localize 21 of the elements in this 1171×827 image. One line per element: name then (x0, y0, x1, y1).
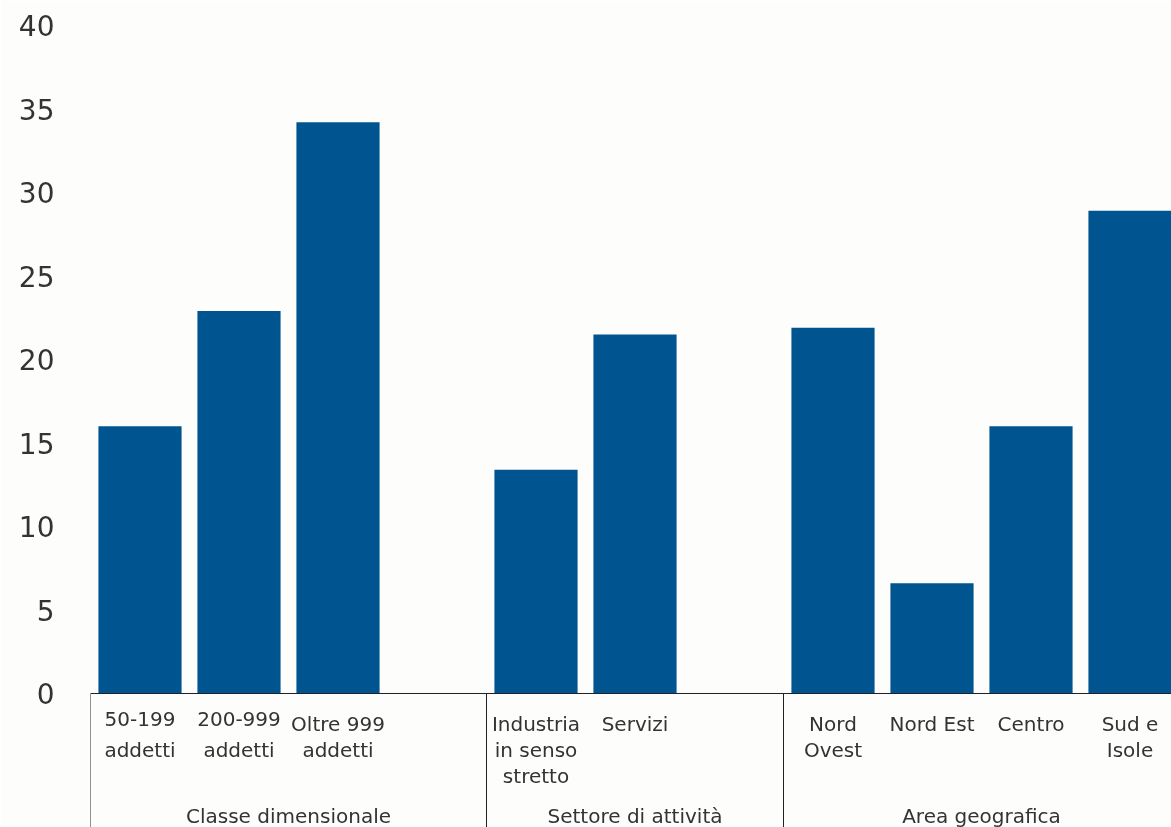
y-tick-label: 15 (18, 427, 55, 461)
x-tick-label: Industria in senso stretto (491, 711, 581, 788)
x-tick-label: Nord Ovest (803, 711, 863, 762)
y-tick-label: 25 (18, 260, 55, 294)
y-tick-label: 10 (18, 511, 55, 544)
y-tick-label: 5 (36, 594, 55, 628)
x-tick-label: Centro (997, 711, 1065, 736)
text: Area geografica (902, 803, 1061, 827)
x-tick-label: 200-999 addetti (197, 706, 281, 762)
x-tick-label: Servizi (601, 711, 669, 736)
x-tick-label: 50-199 addetti (104, 706, 176, 762)
y-tick-label: 40 (18, 10, 55, 43)
text: Settore di attività (547, 803, 723, 827)
x-tick-label: Nord Est (889, 711, 975, 736)
x-tick-label: Oltre 999 addetti (291, 711, 385, 762)
text: Classe dimensionale (186, 803, 391, 827)
x-tick-label: Sud e Isole (1101, 711, 1159, 762)
y-tick-label: 0 (36, 678, 55, 711)
y-tick-label: 35 (18, 93, 55, 127)
y-tick-label: 30 (18, 177, 55, 210)
y-tick-label: 20 (18, 344, 55, 377)
